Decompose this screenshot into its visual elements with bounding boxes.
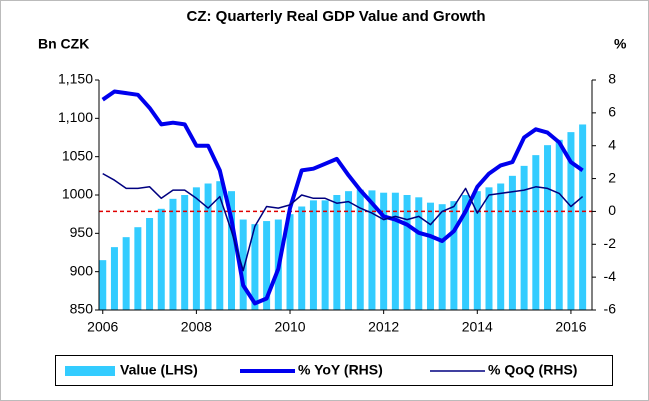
bar — [426, 202, 434, 310]
bar — [286, 214, 294, 310]
y2-tick-label: 4 — [608, 136, 616, 152]
bar — [368, 190, 376, 310]
y2-tick-label: -6 — [604, 301, 617, 317]
line-series — [101, 89, 584, 306]
x-tick-label: 2014 — [462, 319, 493, 335]
bar — [544, 145, 552, 310]
bar — [251, 224, 259, 310]
y-tick-label: 850 — [70, 301, 94, 317]
legend-label: Value (LHS) — [120, 362, 198, 378]
y-tick-label: 1000 — [62, 186, 93, 202]
bar — [134, 227, 142, 310]
bar — [192, 187, 200, 310]
bar — [508, 175, 516, 310]
bar — [216, 181, 224, 310]
bar — [520, 165, 528, 310]
y-tick-label: 950 — [70, 224, 94, 240]
legend-label: % YoY (RHS) — [298, 362, 383, 378]
bar — [309, 200, 317, 310]
y2-tick-label: -2 — [604, 235, 617, 251]
y-tick-label: 1050 — [62, 147, 93, 163]
bar — [345, 191, 353, 310]
bar — [450, 201, 458, 310]
y2-tick-label: 8 — [608, 71, 616, 87]
bar — [485, 187, 493, 310]
bar — [122, 237, 130, 310]
bar — [462, 195, 470, 310]
y2-tick-label: 2 — [608, 169, 616, 185]
bar — [497, 183, 505, 310]
bar — [227, 191, 235, 310]
y2-axis-label: % — [614, 36, 627, 52]
bar — [579, 124, 587, 310]
bar — [403, 195, 411, 310]
bar — [157, 208, 165, 310]
bar — [321, 200, 329, 310]
bar — [298, 206, 306, 310]
bar — [415, 197, 423, 310]
bar — [438, 204, 446, 310]
y-tick-label: 1,100 — [58, 109, 93, 125]
bar — [567, 132, 575, 310]
legend-box — [55, 355, 613, 386]
y2-tick-label: -4 — [604, 268, 617, 284]
bar — [555, 139, 563, 310]
bar — [532, 155, 540, 310]
x-tick-label: 2010 — [274, 319, 305, 335]
bar — [146, 218, 154, 310]
bar — [333, 195, 341, 310]
x-tick-label: 2012 — [368, 319, 399, 335]
chart-title: CZ: Quarterly Real GDP Value and Growth — [187, 8, 486, 25]
line-series — [102, 172, 584, 272]
bar — [99, 260, 107, 310]
y-axis-label: Bn CZK — [38, 36, 89, 52]
bar — [391, 192, 399, 310]
bar — [263, 221, 271, 310]
y2-tick-label: 0 — [608, 202, 616, 218]
y-tick-label: 1,150 — [58, 71, 93, 87]
legend-label: % QoQ (RHS) — [488, 362, 577, 378]
x-tick-label: 2006 — [87, 319, 118, 335]
bar — [204, 183, 212, 310]
x-tick-label: 2008 — [181, 319, 212, 335]
y2-tick-label: 6 — [608, 104, 616, 120]
bar — [169, 198, 177, 310]
bar — [473, 191, 481, 310]
bar — [181, 195, 189, 310]
y-tick-label: 900 — [70, 262, 94, 278]
bar — [110, 247, 118, 310]
bar — [356, 189, 364, 310]
legend-swatch — [65, 366, 115, 376]
x-tick-label: 2016 — [555, 319, 586, 335]
bar — [239, 219, 247, 310]
bar — [380, 192, 388, 310]
